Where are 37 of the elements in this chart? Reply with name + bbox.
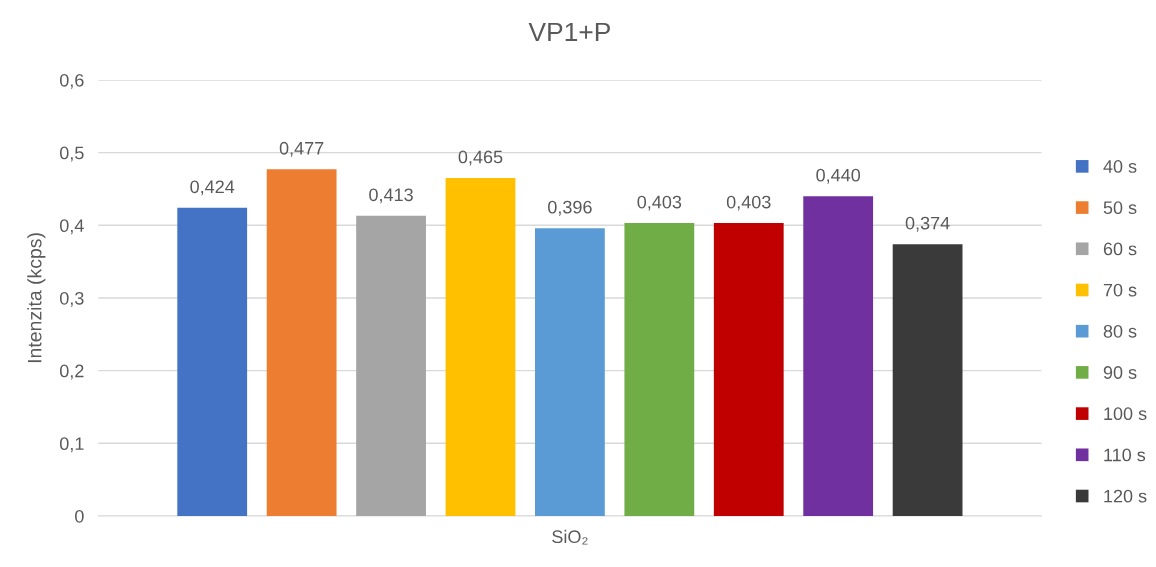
data-label: 0,477 (279, 141, 324, 157)
data-label: 0,440 (816, 168, 861, 184)
bar (177, 207, 248, 516)
data-label: 0,424 (190, 180, 235, 196)
bar (713, 223, 784, 516)
legend-label: 50 s (1103, 201, 1137, 215)
y-tick-label: 0,6 (59, 73, 84, 89)
data-label: 0,465 (458, 150, 503, 166)
bar (445, 178, 516, 516)
bar (535, 228, 605, 516)
bar (624, 223, 695, 516)
y-tick-label: 0,4 (59, 219, 84, 235)
legend-label: 40 s (1103, 160, 1137, 173)
bar (803, 196, 874, 516)
bar (266, 169, 337, 516)
x-tick-label: SiO₂ (552, 529, 588, 545)
y-tick-label: 0,1 (59, 437, 84, 453)
data-label: 0,413 (369, 188, 413, 204)
data-label: 0,374 (905, 216, 950, 232)
legend-label: 60 s (1103, 242, 1137, 256)
bar (892, 244, 963, 516)
data-label: 0,403 (637, 195, 682, 211)
legend-label: 120 s (1104, 489, 1147, 503)
legend-label: 90 s (1103, 366, 1137, 379)
chart-title: VP1+P (528, 22, 610, 42)
legend-label: 100 s (1104, 407, 1147, 421)
y-tick-label: 0,2 (59, 364, 84, 380)
legend-label: 70 s (1103, 283, 1137, 297)
legend-label: 80 s (1103, 324, 1137, 338)
y-tick-label: 0,5 (59, 146, 84, 162)
y-axis-title: Intenzita (kcps) (27, 233, 46, 363)
data-label: 0,403 (726, 195, 771, 211)
data-label: 0,396 (548, 200, 592, 216)
bar (356, 215, 426, 516)
y-tick-label: 0 (75, 509, 84, 523)
legend-label: 110 s (1104, 448, 1146, 462)
y-tick-label: 0,3 (59, 291, 84, 307)
